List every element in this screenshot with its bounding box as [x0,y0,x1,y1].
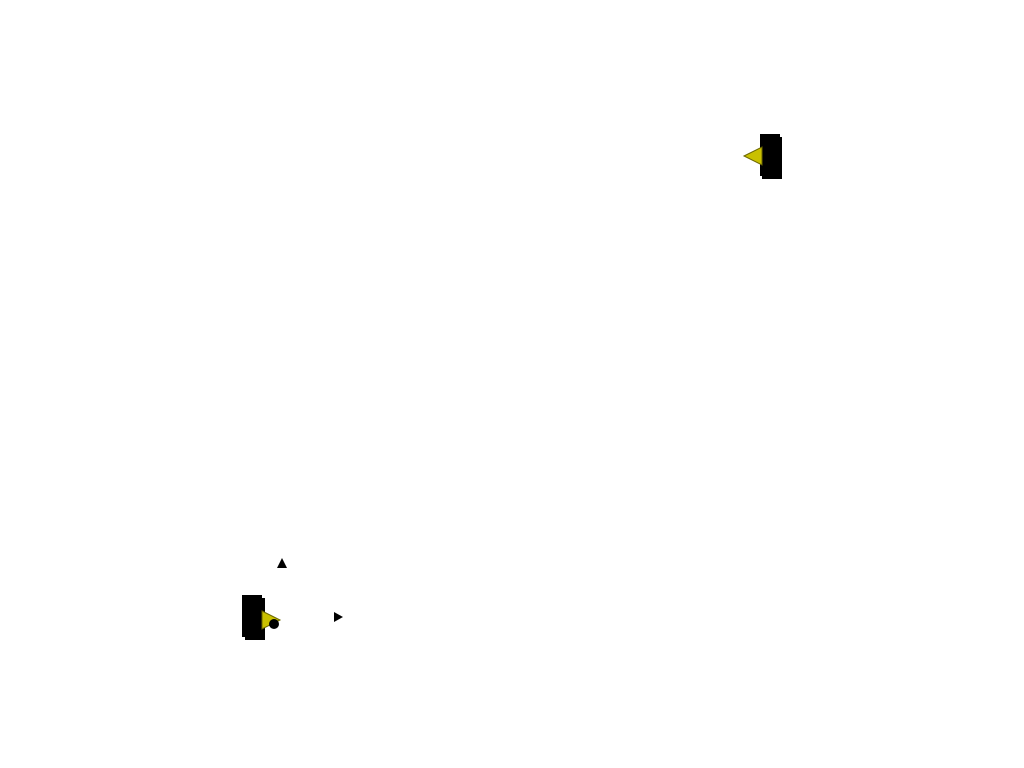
y-axis-arrowhead [277,558,287,568]
axes-triad [269,558,343,629]
z-axis-marker [269,619,279,629]
base-support[interactable] [242,595,282,640]
beam-end-support[interactable] [742,134,782,179]
x-axis-arrowhead [334,612,343,622]
